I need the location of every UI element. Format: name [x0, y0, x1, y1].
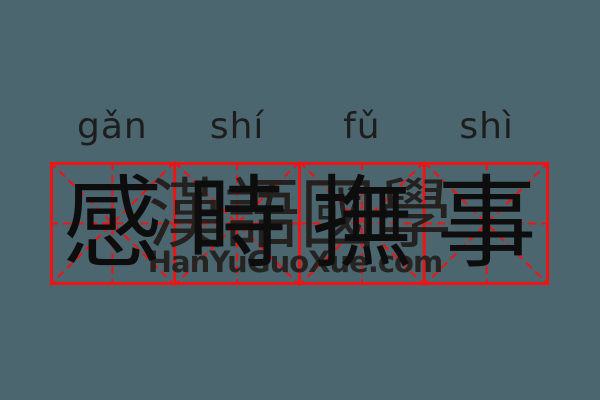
grid-outer-border: [50, 162, 549, 285]
grid-cell-separators: [173, 162, 426, 285]
pinyin-syllable-3: fǔ: [343, 106, 381, 147]
watermark-cjk-text: 漢語國學: [148, 170, 452, 259]
pinyin-syllable-4: shì: [459, 106, 514, 147]
pinyin-syllable-2: shí: [209, 106, 265, 147]
tianzige-practice-grid: [49, 161, 550, 286]
watermark-site-url: HanYuGuoXue.com: [147, 245, 443, 279]
pinyin-row: gǎn shí fǔ shì: [50, 105, 549, 148]
pinyin-syllable-1: gǎn: [77, 106, 148, 147]
